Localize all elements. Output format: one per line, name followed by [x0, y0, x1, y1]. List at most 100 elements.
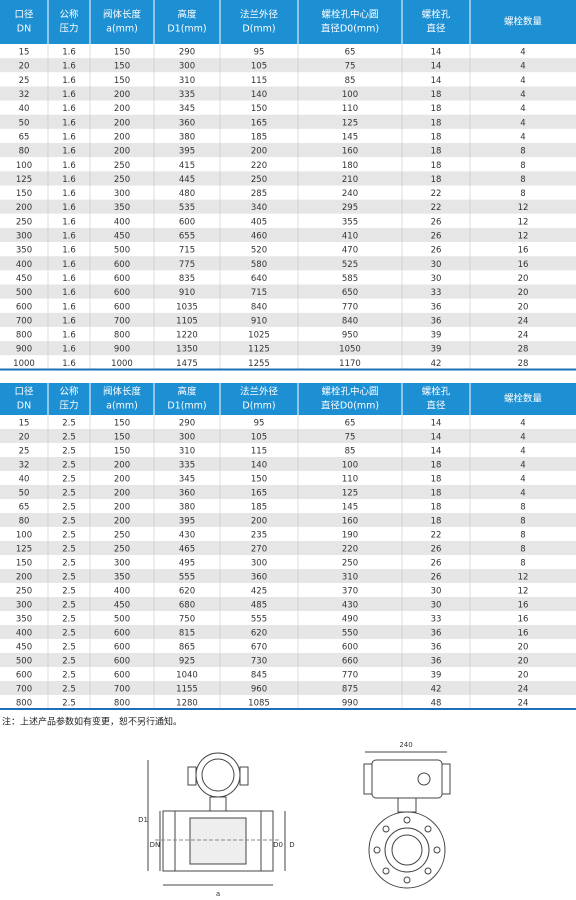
- table-cell: 400: [16, 260, 32, 270]
- table-cell: 165: [251, 489, 267, 499]
- table-cell: 14: [431, 48, 442, 58]
- dim-label: D1: [138, 816, 148, 824]
- table-cell: 8: [520, 559, 525, 569]
- table-cell: 125: [342, 489, 358, 499]
- table-cell: 26: [431, 573, 442, 583]
- table-cell: 42: [431, 359, 442, 369]
- table-cell: 405: [251, 217, 267, 227]
- table-cell: 100: [16, 531, 32, 541]
- table-row: [0, 485, 576, 499]
- table-cell: 620: [251, 629, 267, 639]
- table-cell: 200: [114, 104, 130, 114]
- table-cell: 85: [345, 76, 356, 86]
- header-cell: DN: [17, 24, 31, 35]
- table-cell: 2.5: [62, 433, 76, 443]
- header-cell: D(mm): [242, 24, 275, 35]
- table-cell: 700: [16, 685, 32, 695]
- table-row: [0, 639, 576, 653]
- table-cell: 150: [114, 48, 130, 58]
- table-cell: 240: [342, 189, 358, 199]
- table-cell: 200: [114, 147, 130, 157]
- table-cell: 1.6: [62, 62, 76, 72]
- table-cell: 555: [179, 573, 195, 583]
- table-cell: 600: [114, 260, 130, 270]
- table-cell: 200: [114, 475, 130, 485]
- table-cell: 450: [114, 601, 130, 611]
- table-row: [0, 583, 576, 597]
- table-cell: 18: [431, 90, 442, 100]
- table-row: [0, 171, 576, 186]
- table-row: [0, 611, 576, 625]
- table-cell: 1.6: [62, 246, 76, 256]
- table-cell: 250: [114, 175, 130, 185]
- table-cell: 30: [431, 601, 442, 611]
- table-cell: 1155: [176, 685, 198, 695]
- table-cell: 300: [179, 62, 195, 72]
- table-cell: 150: [251, 475, 267, 485]
- table-cell: 4: [520, 489, 525, 499]
- table-cell: 160: [342, 147, 358, 157]
- table-cell: 490: [342, 615, 358, 625]
- table-cell: 18: [431, 489, 442, 499]
- table-cell: 2.5: [62, 699, 76, 709]
- table-cell: 800: [114, 331, 130, 341]
- header-cell: 高度: [177, 9, 197, 21]
- header-cell: 直径D0(mm): [321, 23, 379, 35]
- table-cell: 12: [518, 232, 529, 242]
- table-cell: 600: [16, 671, 32, 681]
- table-cell: 1.6: [62, 48, 76, 58]
- table-cell: 14: [431, 447, 442, 457]
- table-cell: 670: [251, 643, 267, 653]
- dim-label: D0: [273, 841, 283, 849]
- table-cell: 400: [114, 587, 130, 597]
- header-cell: D1(mm): [167, 24, 206, 35]
- table-row: [0, 667, 576, 681]
- table-cell: 200: [114, 90, 130, 100]
- table-cell: 655: [179, 232, 195, 242]
- table-cell: 650: [342, 288, 358, 298]
- front-diagram: a D1 DN D0 D: [138, 752, 295, 898]
- table-row: [0, 527, 576, 541]
- table-cell: 2.5: [62, 657, 76, 667]
- table-row: [0, 86, 576, 101]
- table-cell: 600: [342, 643, 358, 653]
- table-cell: 185: [251, 503, 267, 513]
- table-cell: 1125: [248, 345, 270, 355]
- table-cell: 600: [114, 274, 130, 284]
- table-row: [0, 58, 576, 73]
- table-cell: 200: [251, 517, 267, 527]
- table-row: [0, 597, 576, 611]
- table-cell: 140: [251, 461, 267, 471]
- header-cell: 直径D0(mm): [321, 400, 379, 412]
- table-cell: 28: [518, 345, 529, 355]
- table-cell: 430: [342, 601, 358, 611]
- table-cell: 28: [518, 359, 529, 369]
- header-cell: 公称: [59, 9, 79, 21]
- table-cell: 18: [431, 161, 442, 171]
- table-cell: 4: [520, 475, 525, 485]
- table-cell: 145: [342, 503, 358, 513]
- table-cell: 42: [431, 685, 442, 695]
- table-cell: 395: [179, 147, 195, 157]
- header-cell: 螺栓孔中心圆: [321, 386, 378, 398]
- table-cell: 600: [114, 629, 130, 639]
- table-cell: 200: [114, 118, 130, 128]
- dim-label: D: [289, 841, 294, 849]
- table-cell: 360: [251, 573, 267, 583]
- table-cell: 910: [179, 288, 195, 298]
- table-cell: 150: [16, 559, 32, 569]
- table-cell: 1.6: [62, 118, 76, 128]
- table-row: [0, 555, 576, 569]
- table-cell: 200: [114, 503, 130, 513]
- table-cell: 1025: [248, 331, 270, 341]
- table-cell: 600: [16, 302, 32, 312]
- table-cell: 95: [254, 48, 265, 58]
- table-cell: 200: [114, 489, 130, 499]
- table-cell: 180: [342, 161, 358, 171]
- table-cell: 125: [16, 175, 32, 185]
- table-row: [0, 695, 576, 709]
- table-cell: 1.6: [62, 189, 76, 199]
- table-cell: 295: [342, 203, 358, 213]
- table-cell: 8: [520, 189, 525, 199]
- table-cell: 2.5: [62, 629, 76, 639]
